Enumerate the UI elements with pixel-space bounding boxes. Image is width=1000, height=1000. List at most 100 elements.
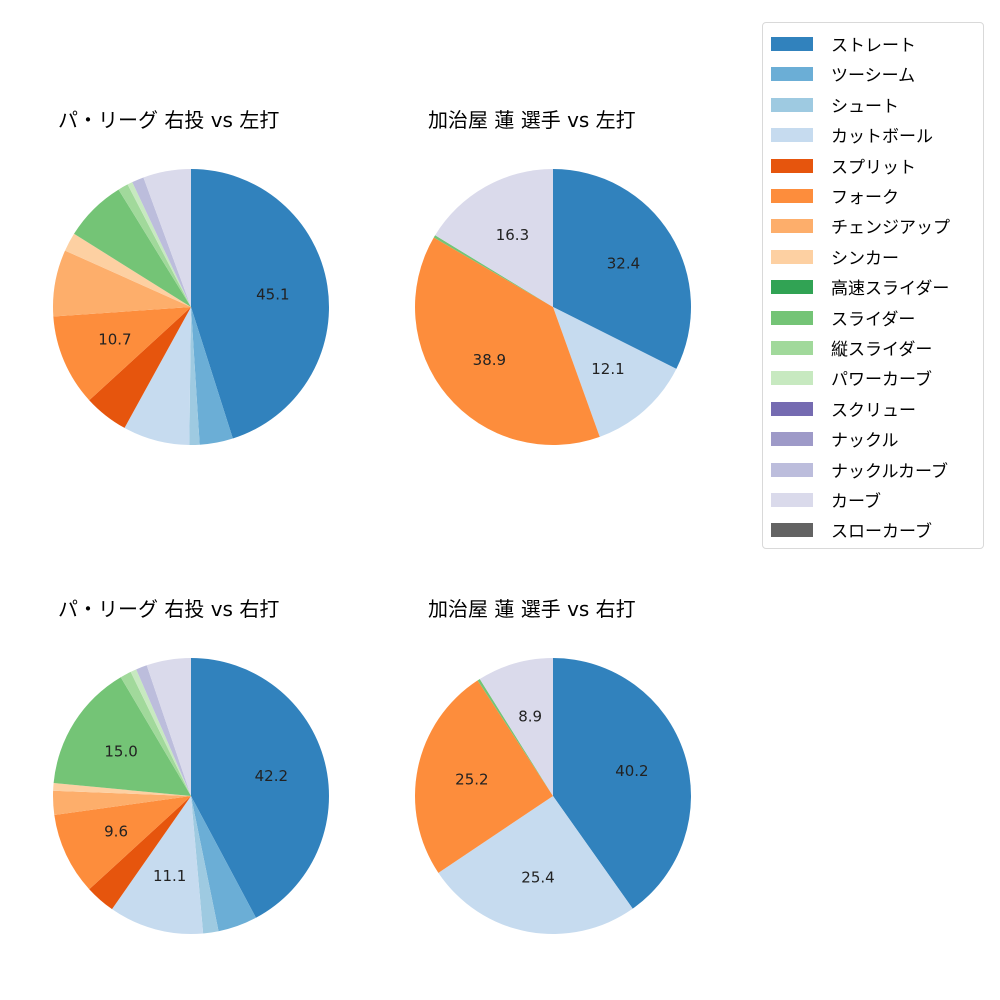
pie-slice bbox=[433, 235, 553, 307]
pie-panel-kajiya-vs-right: 加治屋 蓮 選手 vs 右打 40.2 25.4 25.2 8.9 bbox=[372, 489, 734, 949]
pie-slice bbox=[146, 658, 191, 796]
pie-slice-label: 32.4 bbox=[607, 255, 640, 273]
legend-swatch bbox=[771, 219, 813, 234]
pie-slice bbox=[53, 250, 192, 317]
pie-slice-label: 40.2 bbox=[615, 762, 648, 780]
pie-slice bbox=[477, 679, 553, 796]
pie-slice bbox=[74, 189, 191, 307]
pie-slice bbox=[143, 169, 191, 307]
pie-panel-league-vs-right: パ・リーグ 右投 vs 右打 42.2 11.1 9.6 15.0 bbox=[10, 489, 372, 949]
pie-slice bbox=[89, 307, 191, 428]
legend-label: 高速スライダー bbox=[831, 279, 950, 300]
pie-chart: 45.1 10.7 bbox=[53, 169, 329, 445]
pie-slice bbox=[53, 677, 191, 796]
legend-swatch bbox=[771, 97, 813, 112]
legend-item: カットボール bbox=[763, 119, 983, 149]
pie-slice-label: 25.4 bbox=[521, 868, 554, 886]
pie-slice bbox=[191, 307, 233, 445]
legend-swatch bbox=[771, 37, 813, 51]
legend-label: スローカーブ bbox=[831, 522, 932, 543]
pie-chart: 40.2 25.4 25.2 8.9 bbox=[414, 658, 691, 935]
legend-swatch bbox=[771, 310, 813, 325]
legend-label: シュート bbox=[831, 96, 899, 117]
pie-slice-label: 42.2 bbox=[255, 767, 288, 785]
pie-slice bbox=[553, 307, 677, 437]
pie-slice bbox=[553, 658, 691, 909]
pie-slice bbox=[124, 307, 191, 445]
legend-swatch bbox=[771, 523, 813, 538]
legend-label: スプリット bbox=[831, 157, 916, 178]
legend-swatch bbox=[771, 280, 813, 295]
pie-slice bbox=[65, 233, 191, 307]
legend-item: シュート bbox=[763, 89, 983, 119]
pie-slice-label: 25.2 bbox=[455, 770, 488, 788]
pie-slice bbox=[112, 796, 204, 934]
pie-slice-label: 12.1 bbox=[591, 360, 624, 378]
pie-slice-label: 10.7 bbox=[98, 331, 131, 349]
legend-label: ツーシーム bbox=[831, 66, 916, 87]
legend-item: ストレート bbox=[763, 28, 983, 58]
panel-title: 加治屋 蓮 選手 vs 左打 bbox=[428, 108, 636, 132]
legend-item: チェンジアップ bbox=[763, 210, 983, 240]
pie-chart: 42.2 11.1 9.6 15.0 bbox=[53, 658, 329, 934]
pie-slice bbox=[438, 796, 633, 935]
legend-label: パワーカーブ bbox=[831, 370, 932, 391]
legend-label: スライダー bbox=[831, 309, 916, 330]
legend-swatch bbox=[771, 249, 813, 264]
pie-slice bbox=[120, 671, 191, 796]
legend-swatch bbox=[771, 401, 813, 416]
pie-slice-label: 8.9 bbox=[518, 707, 542, 725]
legend-item: シンカー bbox=[763, 241, 983, 271]
legend-label: カットボール bbox=[831, 127, 933, 148]
legend-label: フォーク bbox=[831, 188, 899, 208]
pie-slice-label: 38.9 bbox=[473, 351, 506, 369]
legend-swatch bbox=[771, 128, 813, 143]
pie-slice bbox=[553, 169, 691, 369]
pie-slice bbox=[54, 796, 192, 890]
pie-slice bbox=[89, 796, 191, 910]
pie-slice bbox=[53, 307, 192, 401]
legend-item: 縦スライダー bbox=[763, 332, 983, 362]
pie-panel-league-vs-left: パ・リーグ 右投 vs 左打 45.1 10.7 bbox=[10, 0, 372, 460]
legend-item: 高速スライダー bbox=[763, 271, 983, 301]
pie-slice bbox=[191, 658, 329, 918]
pie-slice bbox=[414, 680, 553, 873]
legend-label: ストレート bbox=[831, 36, 916, 56]
legend-item: カーブ bbox=[763, 484, 983, 514]
pie-slice bbox=[127, 182, 191, 307]
pie-slice bbox=[132, 177, 191, 307]
legend-item: スプリット bbox=[763, 150, 983, 180]
pie-slice-label: 15.0 bbox=[104, 743, 137, 761]
legend-swatch bbox=[771, 158, 813, 173]
legend-swatch bbox=[771, 371, 813, 386]
legend-item: スクリュー bbox=[763, 393, 983, 423]
legend-label: チェンジアップ bbox=[831, 218, 950, 239]
pie-chart: 32.4 12.1 38.9 16.3 bbox=[415, 169, 691, 445]
legend-label: 縦スライダー bbox=[831, 340, 933, 360]
legend-label: スクリュー bbox=[831, 400, 916, 421]
pie-slice-label: 11.1 bbox=[153, 867, 186, 885]
pie-panel-kajiya-vs-left: 加治屋 蓮 選手 vs 左打 32.4 12.1 38.9 16.3 bbox=[372, 0, 734, 460]
legend-item: パワーカーブ bbox=[763, 362, 983, 392]
pie-slice bbox=[435, 169, 553, 307]
legend-label: ナックル bbox=[831, 431, 899, 452]
pie-slice bbox=[53, 783, 191, 796]
pie-slice-label: 16.3 bbox=[496, 226, 529, 244]
pie-slice bbox=[191, 169, 329, 439]
legend-label: ナックルカーブ bbox=[831, 461, 948, 482]
legend-swatch bbox=[771, 67, 813, 82]
pie-slice-label: 9.6 bbox=[104, 822, 128, 840]
panel-title: 加治屋 蓮 選手 vs 右打 bbox=[428, 597, 636, 621]
legend-swatch bbox=[771, 493, 813, 507]
panel-title: パ・リーグ 右投 vs 左打 bbox=[58, 108, 280, 132]
pie-slice bbox=[53, 790, 191, 816]
legend-swatch bbox=[771, 189, 813, 203]
pie-slice bbox=[191, 796, 219, 934]
pie-slice bbox=[191, 796, 256, 932]
pie-slice bbox=[118, 184, 191, 307]
legend-swatch bbox=[771, 462, 813, 477]
legend-item: スローカーブ bbox=[763, 514, 983, 544]
legend-item: ナックル bbox=[763, 423, 983, 453]
pie-slice bbox=[189, 307, 200, 445]
pie-slice bbox=[479, 658, 553, 796]
